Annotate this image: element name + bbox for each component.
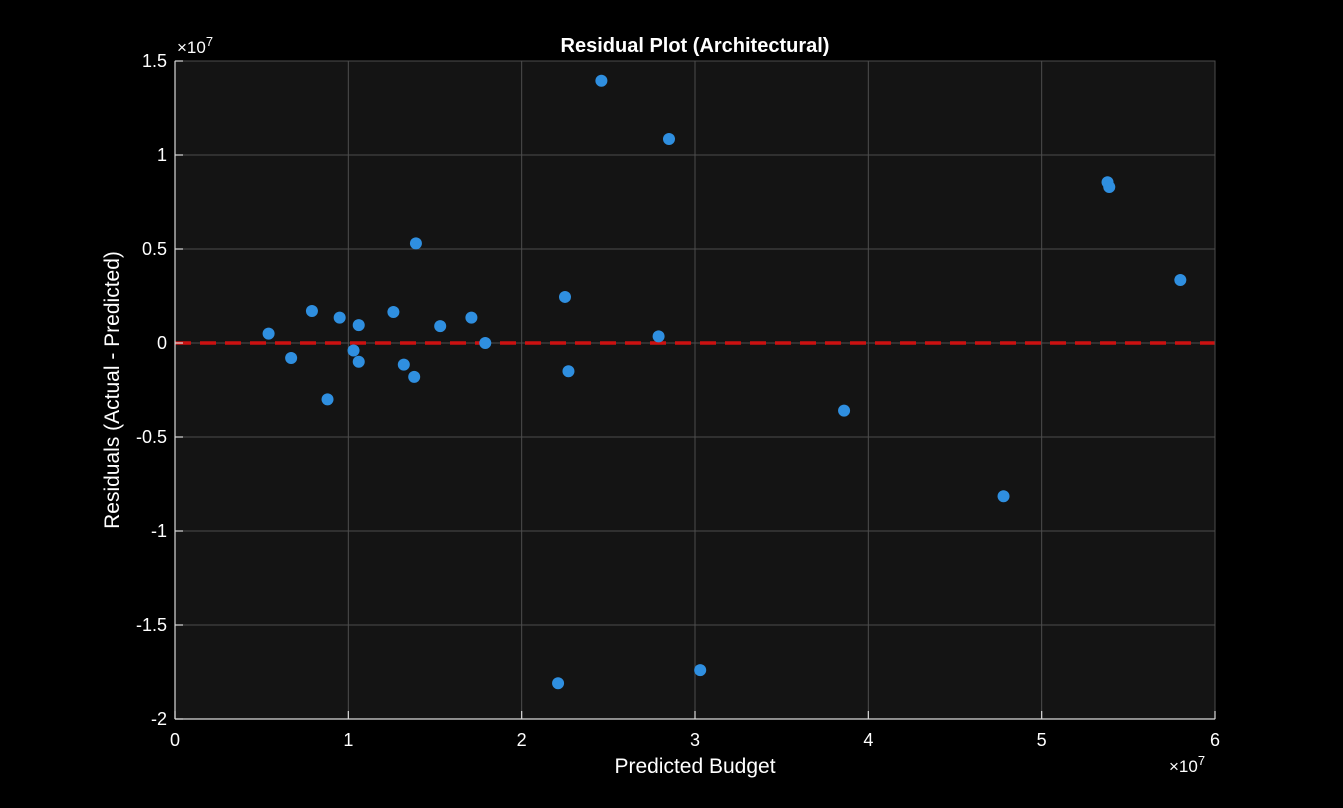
y-tick-label: 0.5 xyxy=(142,239,167,259)
y-exponent-power: 7 xyxy=(206,34,213,49)
x-exponent-power: 7 xyxy=(1198,753,1205,768)
data-point xyxy=(1103,180,1116,193)
grid-lines xyxy=(175,61,1215,719)
y-axis-label: Residuals (Actual - Predicted) xyxy=(101,251,124,529)
x-tick-labels: 0 1 2 3 4 5 6 xyxy=(170,730,1220,750)
data-point xyxy=(595,74,608,87)
x-tick-label: 6 xyxy=(1210,730,1220,750)
y-tick-label: -1 xyxy=(151,521,167,541)
x-axis-exponent: ×107 xyxy=(1169,753,1205,776)
y-tick-label: -2 xyxy=(151,709,167,729)
data-point xyxy=(305,305,318,318)
axes xyxy=(174,60,1216,720)
data-point xyxy=(559,290,571,303)
data-point xyxy=(1174,274,1187,287)
data-point xyxy=(352,355,365,368)
data-point xyxy=(387,305,400,318)
data-point xyxy=(562,365,575,378)
x-exponent-base: ×10 xyxy=(1169,757,1198,776)
data-points xyxy=(262,74,1187,690)
chart-title: Residual Plot (Architectural) xyxy=(561,35,830,57)
y-tick-label: -1.5 xyxy=(136,615,167,635)
x-axis-label: Predicted Budget xyxy=(614,755,775,778)
data-point xyxy=(333,311,346,324)
x-tick-label: 3 xyxy=(690,730,700,750)
x-tick-label: 4 xyxy=(863,730,873,750)
data-point xyxy=(321,393,334,406)
data-point xyxy=(347,344,360,357)
y-axis-exponent: ×107 xyxy=(177,34,213,57)
data-point xyxy=(663,133,675,146)
x-tick-label: 2 xyxy=(517,730,527,750)
data-point xyxy=(285,352,298,365)
y-tick-label: 1 xyxy=(157,145,167,165)
y-exponent-base: ×10 xyxy=(177,38,206,57)
data-point xyxy=(694,664,707,677)
data-point xyxy=(652,330,665,343)
x-tick-label: 1 xyxy=(343,730,353,750)
y-tick-labels: -2 -1.5 -1 -0.5 0 0.5 1 1.5 xyxy=(136,51,167,729)
data-point xyxy=(262,327,275,340)
data-point xyxy=(838,404,851,417)
data-point xyxy=(352,319,365,332)
x-tick-label: 0 xyxy=(170,730,180,750)
data-point xyxy=(434,320,447,333)
data-point xyxy=(408,370,421,383)
y-tick-label: 0 xyxy=(157,333,167,353)
data-point xyxy=(479,337,492,349)
data-point xyxy=(409,237,422,250)
y-tick-label: -0.5 xyxy=(136,427,167,447)
data-point xyxy=(997,490,1010,503)
data-point xyxy=(465,311,478,324)
x-tick-label: 5 xyxy=(1037,730,1047,750)
y-tick-label: 1.5 xyxy=(142,51,167,71)
data-point xyxy=(397,358,410,371)
data-point xyxy=(552,677,565,690)
